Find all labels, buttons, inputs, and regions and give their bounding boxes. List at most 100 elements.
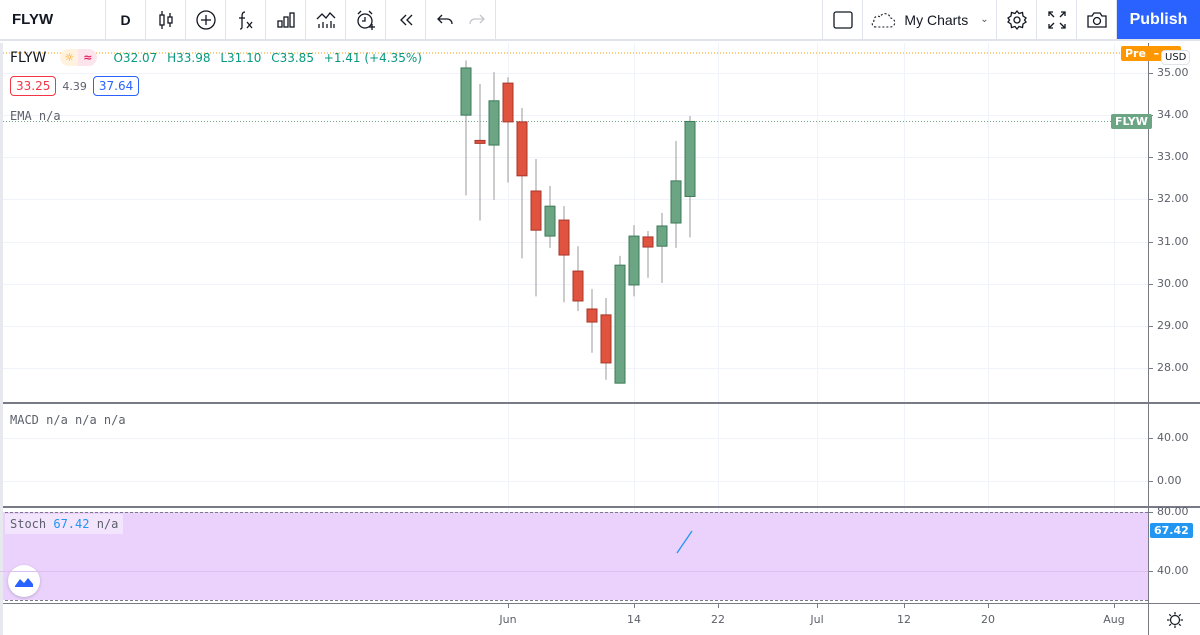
grid-line — [0, 367, 1148, 369]
price-label: 31.00 — [1157, 234, 1189, 248]
candle-body[interactable] — [502, 82, 514, 123]
buy-price-button[interactable]: 37.64 — [92, 76, 140, 96]
my-charts-label: My Charts — [904, 11, 969, 28]
grid-line — [718, 43, 719, 603]
candle-body[interactable] — [530, 190, 542, 231]
pane-separator-macd-stoch[interactable] — [0, 506, 1200, 508]
candle-body[interactable] — [628, 235, 640, 286]
candle-body[interactable] — [488, 100, 500, 146]
symbol-search-button[interactable]: FLYW — [0, 0, 106, 39]
stoch-lower-band — [0, 600, 1148, 601]
publish-button[interactable]: Publish — [1117, 0, 1200, 39]
grid-line — [0, 157, 1148, 159]
chart-settings-button[interactable] — [1148, 603, 1200, 635]
time-label: Aug — [1103, 613, 1125, 626]
stoch-k-line — [676, 530, 693, 554]
candle-body[interactable] — [614, 264, 626, 384]
stoch-value: 67.42 — [53, 517, 90, 531]
ohlc-open: O32.07 — [113, 50, 158, 65]
toolbar-spacer — [496, 0, 823, 39]
time-label: Jul — [810, 613, 824, 626]
grid-line — [0, 481, 1148, 482]
axis-tick — [1149, 512, 1153, 513]
candle-body[interactable] — [572, 270, 584, 302]
grid-line — [988, 43, 989, 603]
stoch-legend[interactable]: Stoch 67.42 n/a — [5, 514, 124, 534]
axis-tick — [1149, 199, 1153, 201]
price-label: 33.00 — [1157, 150, 1189, 164]
candle-body[interactable] — [642, 236, 654, 248]
candle-body[interactable] — [474, 139, 486, 144]
ohlc-change: +1.41 (+4.35%) — [323, 50, 422, 65]
layout-button[interactable] — [823, 0, 863, 39]
left-edge — [0, 43, 3, 635]
stoch-name: Stoch — [10, 517, 47, 531]
grid-line — [817, 43, 818, 603]
axis-tick — [1149, 438, 1153, 439]
candle-body[interactable] — [656, 225, 668, 247]
ema-label[interactable]: EMA n/a — [10, 109, 61, 123]
candle-body[interactable] — [600, 314, 612, 364]
price-label: 28.00 — [1157, 360, 1189, 374]
currency-label[interactable]: USD — [1161, 50, 1191, 65]
templates-button[interactable] — [306, 0, 346, 39]
candle-body[interactable] — [460, 67, 472, 116]
settings-button[interactable] — [997, 0, 1037, 39]
grid-line — [0, 73, 1148, 74]
candle-body[interactable] — [544, 205, 556, 237]
undo-redo-group — [426, 0, 496, 39]
ohlc-low: L31.10 — [220, 50, 262, 65]
fullscreen-button[interactable] — [1037, 0, 1077, 39]
grid-line — [904, 43, 905, 603]
time-label: 22 — [711, 613, 725, 626]
candle-body[interactable] — [586, 308, 598, 323]
macd-label[interactable]: MACD n/a n/a n/a — [10, 413, 126, 427]
replay-button[interactable] — [386, 0, 426, 39]
grid-line — [1114, 43, 1115, 603]
grid-line — [508, 43, 509, 603]
sun-icon: ☼ — [60, 49, 79, 66]
time-tick — [817, 604, 818, 608]
snapshot-button[interactable] — [1077, 0, 1117, 39]
chart-style-button[interactable] — [146, 0, 186, 39]
financials-button[interactable] — [266, 0, 306, 39]
macd-legend: MACD n/a n/a n/a — [10, 413, 126, 427]
time-tick — [508, 604, 509, 608]
price-label: 30.00 — [1157, 276, 1189, 290]
price-label: 34.00 — [1157, 108, 1189, 122]
candlestick-chart[interactable] — [0, 0, 1148, 603]
time-axis[interactable]: Jun 14 22 Jul 12 20 Aug — [0, 603, 1148, 635]
session-badge[interactable]: ☼ ≈ — [60, 49, 98, 66]
indicators-button[interactable] — [226, 0, 266, 39]
candle-body[interactable] — [558, 219, 570, 256]
legend-symbol[interactable]: FLYW — [10, 49, 47, 66]
undo-icon[interactable] — [436, 11, 454, 29]
redo-icon[interactable] — [468, 11, 486, 29]
add-symbol-icon — [195, 9, 216, 30]
my-charts-button[interactable]: My Charts ⌄ — [863, 0, 997, 39]
price-label: 32.00 — [1157, 192, 1189, 206]
cloud-icon — [872, 12, 896, 28]
time-label: 20 — [981, 613, 995, 626]
last-price-tag: FLYW — [1111, 114, 1152, 129]
sell-price-button[interactable]: 33.25 — [10, 76, 57, 96]
candle-body[interactable] — [670, 180, 682, 224]
interval-button[interactable]: D — [106, 0, 146, 39]
price-axis[interactable]: 35.00 34.00 33.00 32.00 31.00 30.00 29.00 28.00… — [1148, 43, 1200, 603]
grid-line — [0, 115, 1148, 117]
ohlc-high: H33.98 — [167, 50, 211, 65]
stoch-band-background — [0, 512, 1148, 600]
alert-button[interactable] — [346, 0, 386, 39]
time-tick — [1114, 604, 1115, 608]
tradingview-logo-button[interactable] — [8, 565, 40, 597]
compare-symbol-button[interactable] — [186, 0, 226, 39]
axis-tick — [1149, 481, 1153, 482]
time-label: 12 — [897, 613, 911, 626]
sun-settings-icon — [1166, 611, 1183, 628]
stoch-axis-label: 80.00 — [1157, 505, 1189, 518]
ohlc-values: O32.07 H33.98 L31.10 C33.85 +1.41 (+4.35… — [113, 51, 427, 65]
pane-separator-main-macd[interactable] — [0, 402, 1200, 404]
candle-body[interactable] — [516, 121, 528, 177]
candle-body[interactable] — [684, 120, 696, 197]
time-tick — [904, 604, 905, 608]
